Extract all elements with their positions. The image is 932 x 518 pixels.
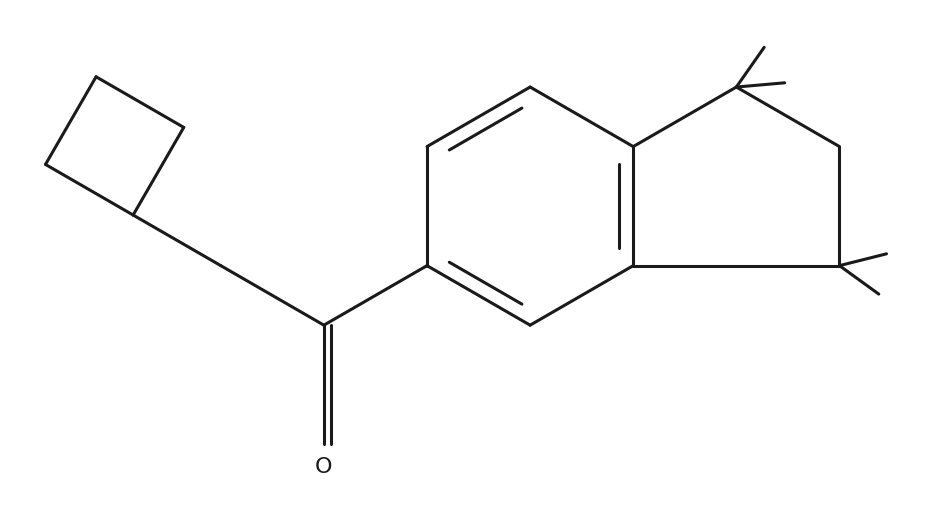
Text: O: O [315,457,333,478]
